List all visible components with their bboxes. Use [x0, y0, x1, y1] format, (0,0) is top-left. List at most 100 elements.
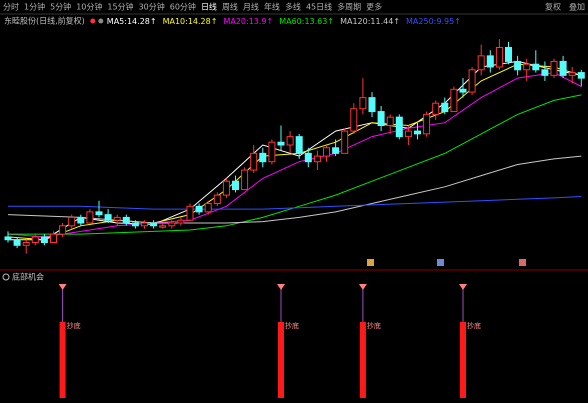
toolbar-item[interactable]: 1分钟: [24, 2, 45, 12]
legend-last: 11.44: [370, 17, 393, 26]
candle-body: [104, 214, 112, 221]
candle-body: [241, 169, 249, 191]
legend-entry: MA120:11.44↑: [340, 17, 400, 26]
legend-name: MA250:: [406, 17, 436, 26]
toolbar-item[interactable]: 更多: [366, 2, 382, 12]
candle-body: [468, 69, 476, 93]
candle-body: [150, 222, 158, 227]
signal-bar: [59, 322, 66, 398]
legend-icon: [90, 18, 96, 24]
toolbar-button[interactable]: 复权: [545, 2, 561, 12]
toolbar-item[interactable]: 多线: [285, 2, 301, 12]
candle-body: [195, 205, 203, 213]
candle-body: [532, 63, 540, 71]
candle-body: [514, 60, 522, 71]
legend-trend: ↑: [454, 17, 461, 26]
candle-body: [495, 47, 503, 68]
legend-name: MA120:: [340, 17, 370, 26]
candle-body: [350, 108, 358, 132]
candle-body: [395, 116, 403, 138]
candle-body: [4, 236, 12, 241]
toolbar-item[interactable]: 60分钟: [170, 2, 196, 12]
legend-trend: ↑: [267, 17, 274, 26]
legend-last: 13.63: [304, 17, 327, 26]
news-icon: [437, 259, 444, 266]
signal-marker: [358, 284, 367, 290]
candle-body: [168, 222, 176, 227]
toolbar-button[interactable]: 叠加: [569, 2, 585, 12]
signal-label: 抄底: [467, 321, 481, 330]
candle-body: [377, 111, 385, 126]
ma-line: [8, 196, 582, 210]
candle-body: [295, 136, 303, 154]
candle-body: [368, 97, 376, 113]
candle-body: [13, 239, 21, 246]
candle-body: [95, 211, 103, 216]
candle-body: [59, 225, 67, 235]
signal-marker: [459, 284, 467, 290]
toolbar-item[interactable]: 45日线: [306, 2, 332, 12]
candle-body: [505, 47, 512, 62]
candle-body: [304, 152, 312, 163]
candle-body: [523, 63, 531, 71]
signal-marker: [277, 284, 285, 290]
candle-body: [22, 242, 30, 246]
toolbar-item[interactable]: 日线: [201, 2, 217, 12]
panel-title: 底部机会: [12, 272, 44, 282]
signal-label: 抄底: [367, 321, 381, 330]
panel-icon: [2, 273, 10, 281]
toolbar-item[interactable]: 年线: [264, 2, 280, 12]
toolbar-item[interactable]: 10分钟: [76, 2, 102, 12]
candle-body: [459, 88, 467, 93]
toolbar-item[interactable]: 多周期: [337, 2, 361, 12]
candle-body: [423, 113, 431, 135]
candle-body: [414, 130, 421, 135]
legend-trend: ↑: [150, 17, 157, 26]
ma-line: [7, 72, 582, 238]
candle-body: [577, 72, 585, 79]
candle-body: [359, 97, 367, 110]
candle-body: [268, 141, 276, 163]
candle-body: [141, 222, 148, 227]
candle-body: [277, 141, 285, 146]
candle-body: [213, 194, 221, 204]
candle-body: [50, 233, 57, 243]
candle-body: [204, 203, 212, 213]
legend-last: 9.95: [436, 17, 454, 26]
legend-entry: MA250:9.95↑: [406, 17, 461, 26]
news-icon: [367, 259, 374, 266]
candle-body: [40, 236, 48, 244]
toolbar-item[interactable]: 5分钟: [50, 2, 71, 12]
candle-body: [432, 102, 440, 115]
toolbar-item[interactable]: 15分钟: [107, 2, 133, 12]
signal-bar: [278, 322, 284, 398]
toolbar-item[interactable]: 月线: [243, 2, 259, 12]
candle-body: [113, 216, 121, 221]
candle-body: [477, 55, 485, 71]
legend-entry: MA20:13.9↑: [223, 17, 273, 26]
candle-body: [286, 136, 294, 146]
candle-body: [68, 216, 76, 227]
toolbar-item[interactable]: 周线: [222, 2, 238, 12]
toolbar-item[interactable]: 分时: [3, 2, 19, 12]
candle-body: [159, 225, 167, 228]
legend-name: MA10:: [163, 17, 188, 26]
candle-body: [541, 69, 549, 76]
legend-entry: MA5:14.28↑: [107, 17, 157, 26]
candle-body: [259, 152, 267, 163]
candle-body: [177, 219, 185, 224]
toolbar-item[interactable]: 30分钟: [139, 2, 165, 12]
legend-last: 13.9: [249, 17, 267, 26]
news-icon: [519, 259, 526, 266]
signal-label: 抄底: [285, 321, 299, 330]
candle-body: [386, 116, 394, 127]
candle-body: [441, 102, 449, 113]
ma-line: [8, 94, 582, 235]
candle-body: [77, 216, 85, 224]
signal-label: 抄底: [67, 321, 81, 330]
legend-trend: ↑: [393, 17, 400, 26]
candle-body: [486, 55, 494, 68]
candle-body: [250, 152, 258, 171]
candle-body: [122, 216, 130, 224]
